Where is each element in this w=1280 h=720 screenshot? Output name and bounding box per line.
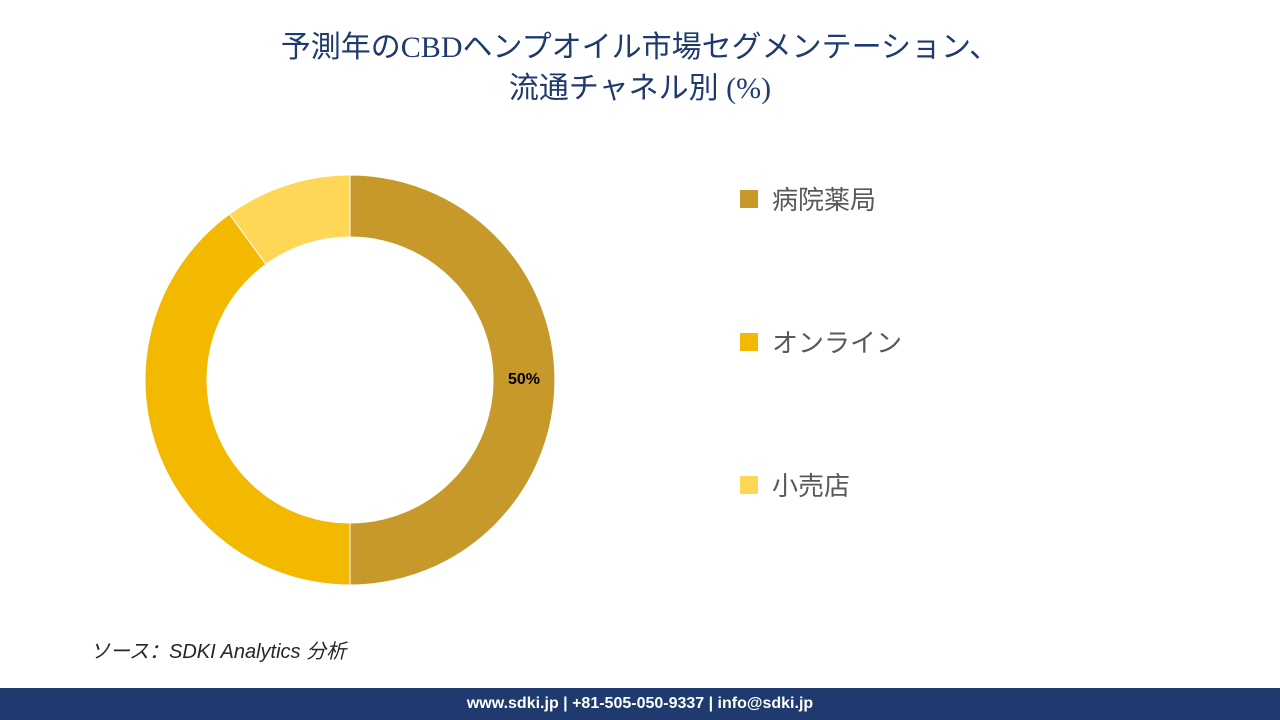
legend-item-2: 小売店 [740, 466, 1140, 503]
legend-swatch-0 [740, 190, 758, 208]
chart-title: 予測年のCBDヘンプオイル市場セグメンテーション、 流通チャネル別 (%) [0, 28, 1280, 109]
source-text: SDKI Analytics 分析 [169, 641, 346, 663]
donut-data-label-0: 50% [508, 371, 540, 388]
legend-label-2: 小売店 [772, 466, 850, 503]
legend-item-0: 病院薬局 [740, 180, 1140, 217]
legend: 病院薬局オンライン小売店 [740, 180, 1140, 609]
legend-label-1: オンライン [772, 323, 902, 360]
legend-swatch-1 [740, 333, 758, 351]
footer-bar: www.sdki.jp | +81-505-050-9337 | info@sd… [0, 688, 1280, 720]
donut-chart: 50% [120, 150, 580, 610]
source-prefix: ソース： [90, 641, 169, 663]
title-line-2: 流通チャネル別 (%) [509, 72, 771, 105]
source-citation: ソース：SDKI Analytics 分析 [90, 635, 346, 664]
slide: 予測年のCBDヘンプオイル市場セグメンテーション、 流通チャネル別 (%) 50… [0, 0, 1280, 720]
donut-svg: 50% [120, 150, 580, 610]
footer-text: www.sdki.jp | +81-505-050-9337 | info@sd… [467, 695, 813, 712]
donut-slice-1 [145, 214, 350, 585]
legend-label-0: 病院薬局 [772, 180, 876, 217]
title-line-1: 予測年のCBDヘンプオイル市場セグメンテーション、 [281, 31, 999, 64]
legend-swatch-2 [740, 476, 758, 494]
legend-item-1: オンライン [740, 323, 1140, 360]
